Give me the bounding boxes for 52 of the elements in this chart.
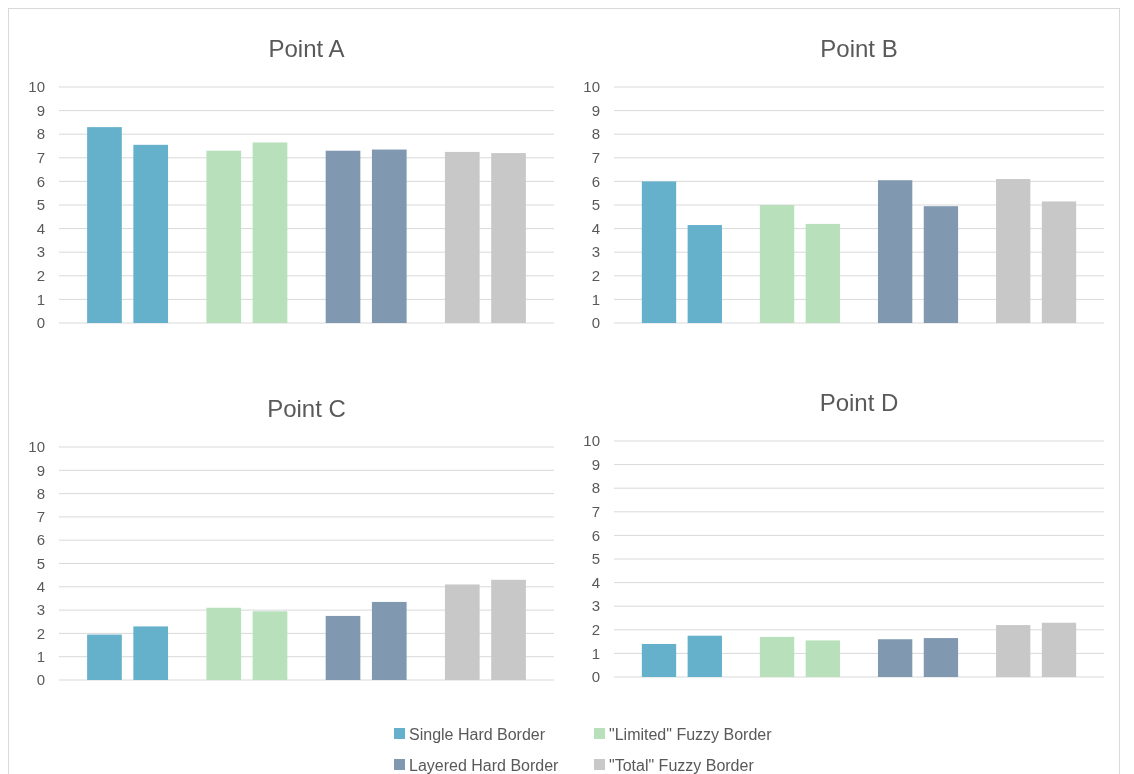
y-tick-label: 7 xyxy=(591,503,600,521)
y-tick-label: 4 xyxy=(36,219,45,237)
y-tick-label: 1 xyxy=(36,290,45,308)
y-tick-label: 4 xyxy=(36,578,45,596)
y-tick-label: 0 xyxy=(36,671,45,689)
chart-title: Point C xyxy=(267,395,346,422)
y-tick-label: 4 xyxy=(591,573,600,591)
y-tick-label: 1 xyxy=(591,290,600,308)
chart-title: Point A xyxy=(268,35,345,62)
y-tick-label: 1 xyxy=(36,647,45,665)
text: Layered Hard Border xyxy=(409,756,560,774)
y-tick-label: 3 xyxy=(591,243,600,261)
y-tick-label: 8 xyxy=(36,484,45,502)
y-tick-label: 5 xyxy=(591,196,600,214)
y-tick-label: 6 xyxy=(36,172,45,190)
text: "Total" Fuzzy Border xyxy=(609,756,755,774)
y-tick-label: 0 xyxy=(36,314,45,332)
y-tick-label: 7 xyxy=(36,508,45,526)
y-tick-label: 2 xyxy=(36,267,45,285)
y-tick-label: 2 xyxy=(36,624,45,642)
y-tick-label: 6 xyxy=(591,526,600,544)
y-tick-label: 9 xyxy=(591,455,600,473)
y-tick-label: 9 xyxy=(36,101,45,119)
y-tick-label: 4 xyxy=(591,219,600,237)
y-tick-label: 0 xyxy=(591,314,600,332)
y-tick-label: 2 xyxy=(591,267,600,285)
y-tick-label: 5 xyxy=(36,554,45,572)
y-tick-label: 6 xyxy=(591,172,600,190)
y-tick-label: 9 xyxy=(591,101,600,119)
y-tick-label: 5 xyxy=(591,550,600,568)
text: "Limited" Fuzzy Border xyxy=(609,725,773,743)
y-tick-label: 10 xyxy=(28,78,45,96)
y-tick-label: 3 xyxy=(36,601,45,619)
y-tick-label: 1 xyxy=(591,644,600,662)
text: Single Hard Border xyxy=(409,725,546,743)
y-tick-label: 3 xyxy=(591,597,600,615)
y-tick-label: 2 xyxy=(591,621,600,639)
y-tick-label: 7 xyxy=(36,149,45,167)
y-tick-label: 10 xyxy=(583,432,600,450)
y-tick-label: 7 xyxy=(591,149,600,167)
y-tick-label: 9 xyxy=(36,461,45,479)
y-tick-label: 6 xyxy=(36,531,45,549)
chart-title: Point D xyxy=(819,389,899,416)
y-tick-label: 3 xyxy=(36,243,45,261)
y-tick-label: 8 xyxy=(591,125,600,143)
y-tick-label: 8 xyxy=(591,479,600,497)
chart-title: Point B xyxy=(820,35,898,62)
y-tick-label: 8 xyxy=(36,125,45,143)
y-tick-label: 10 xyxy=(583,78,600,96)
y-tick-label: 0 xyxy=(591,668,600,686)
y-tick-label: 10 xyxy=(28,438,45,456)
y-tick-label: 5 xyxy=(36,196,45,214)
